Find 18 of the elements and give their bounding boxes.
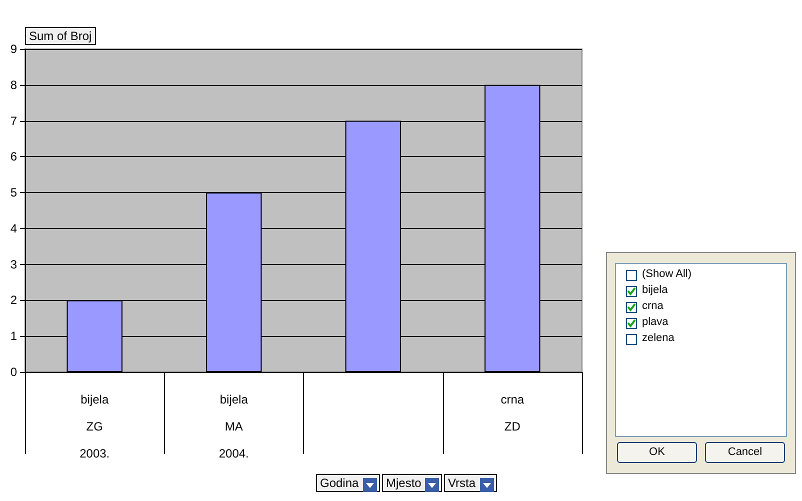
text: Godina	[316, 474, 380, 492]
x-tick-label: bijela ZG 2003.	[80, 392, 110, 460]
text: Mjesto	[382, 474, 442, 492]
filter-popup: (Show All) bijela crna plava zelena OK Cancel	[606, 252, 796, 474]
y-tick-label: 9	[10, 42, 18, 56]
y-tick-label: 2	[10, 293, 18, 308]
y-tick-label: 7	[10, 114, 18, 128]
y-tick-label: 4	[10, 221, 18, 236]
y-tick-label: 0	[10, 365, 18, 379]
y-tick-label: 6	[10, 150, 18, 164]
text: Vrsta	[444, 474, 497, 492]
x-tick-label: crna ZD	[500, 392, 524, 434]
text: Sum of Broj	[25, 27, 96, 45]
x-tick-label: bijela MA 2004.	[218, 392, 249, 460]
y-tick-label: 1	[10, 329, 18, 344]
y-tick-label: 5	[10, 186, 18, 200]
y-tick-label: 8	[10, 78, 18, 92]
y-tick-label: 3	[10, 257, 18, 272]
